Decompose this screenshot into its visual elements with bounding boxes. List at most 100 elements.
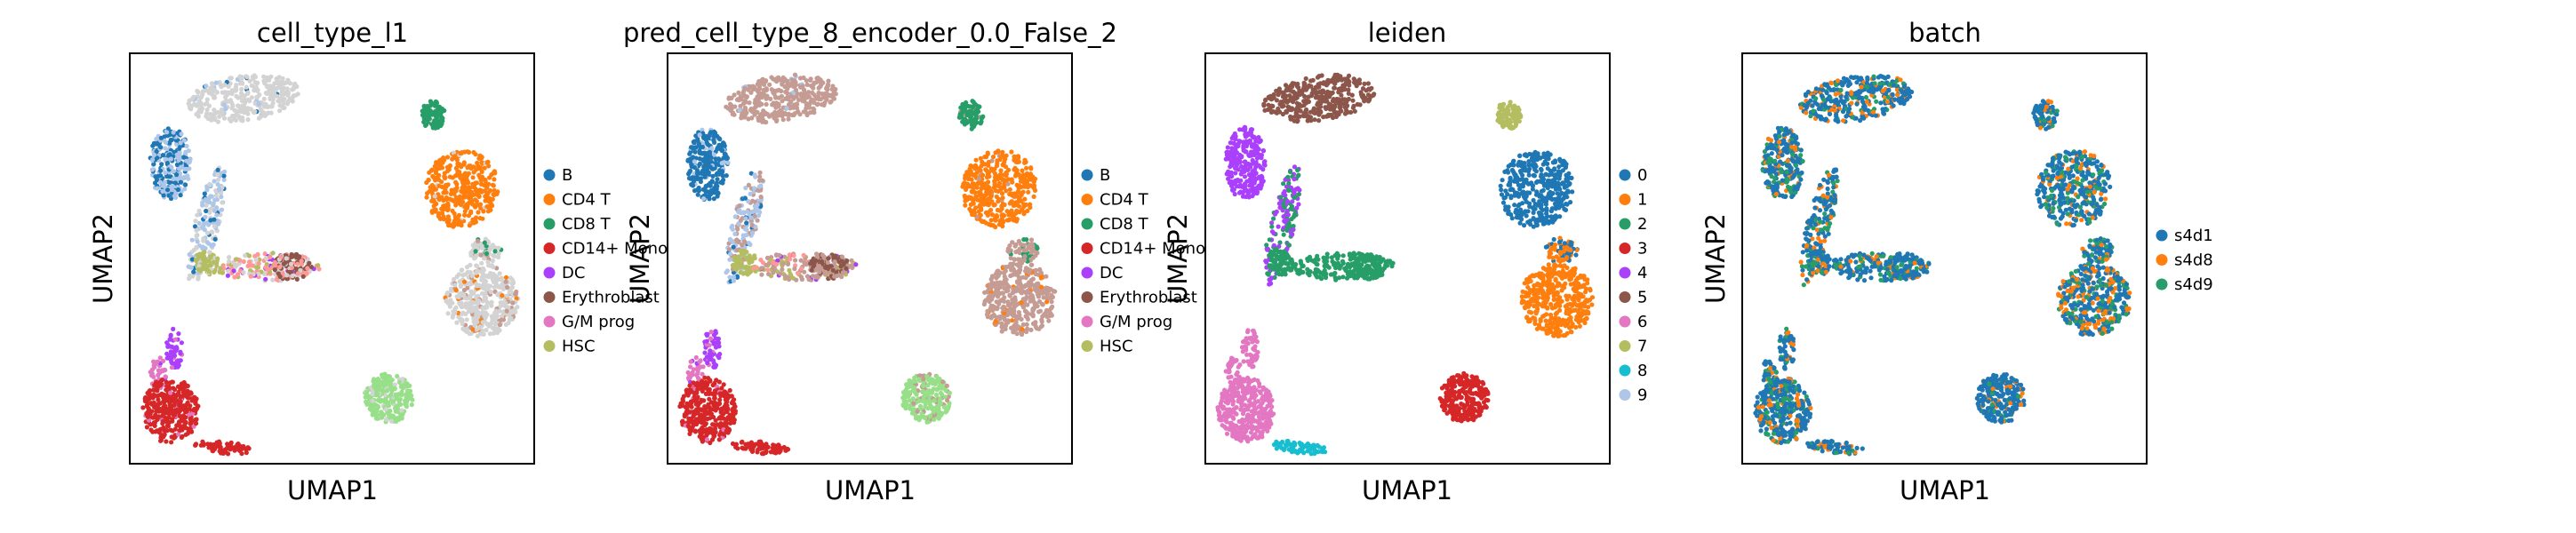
scatter-point — [987, 191, 993, 196]
scatter-point — [716, 156, 722, 162]
scatter-point — [978, 155, 983, 161]
scatter-point — [270, 84, 276, 89]
scatter-point — [468, 198, 475, 204]
scatter-point — [822, 93, 828, 99]
scatter-point — [1022, 183, 1028, 188]
scatter-point — [464, 265, 470, 270]
scatter-point — [738, 218, 743, 223]
scatter-point — [169, 164, 174, 170]
scatter-point — [154, 136, 159, 142]
scatter-point — [454, 201, 460, 206]
scatter-point — [294, 255, 300, 260]
scatter-point — [171, 326, 176, 331]
scatter-point — [214, 197, 220, 203]
scatter-point — [215, 182, 220, 187]
scatter-point — [963, 198, 968, 203]
scatter-point — [234, 83, 239, 88]
scatter-point — [702, 350, 708, 355]
scatter-point — [189, 97, 195, 102]
scatter-point — [208, 218, 213, 223]
scatter-point — [759, 272, 764, 277]
scatter-point — [701, 414, 707, 419]
scatter-point — [428, 100, 434, 107]
scatter-point — [679, 403, 684, 409]
scatter-point — [423, 123, 428, 128]
scatter-point — [168, 390, 173, 395]
scatter-point — [486, 205, 492, 211]
scatter-point — [778, 107, 783, 113]
scatter-point — [478, 252, 484, 258]
scatter-point — [692, 139, 697, 144]
scatter-point — [780, 261, 786, 266]
scatter-point — [999, 212, 1004, 218]
scatter-point — [798, 258, 804, 263]
scatter-point — [178, 193, 183, 198]
scatter-point — [433, 187, 438, 192]
scatter-point — [700, 151, 705, 156]
scatter-point — [1022, 196, 1028, 202]
scatter-point — [727, 257, 732, 262]
scatter-point — [375, 416, 380, 421]
scatter-point — [833, 91, 838, 97]
scatter-point — [486, 263, 492, 268]
legend-label: CD8 T — [562, 215, 612, 234]
scatter-point — [267, 87, 272, 92]
scatter-point — [453, 165, 459, 171]
scatter-point — [490, 182, 496, 187]
scatter-point — [717, 397, 723, 402]
scatter-point — [231, 268, 236, 274]
scatter-point — [488, 301, 493, 306]
scatter-point — [252, 80, 258, 85]
scatter-point — [771, 90, 776, 95]
scatter-point — [771, 270, 776, 275]
scatter-point — [475, 160, 480, 166]
scatter-point — [204, 100, 210, 107]
scatter-point — [430, 173, 436, 179]
scatter-point — [157, 179, 163, 185]
scatter-point — [785, 274, 790, 280]
scatter-point — [997, 176, 1003, 181]
scatter-point — [707, 405, 712, 410]
scatter-point — [204, 266, 210, 272]
scatter-point — [442, 171, 447, 176]
scatter-point — [436, 197, 442, 203]
scatter-point — [825, 259, 830, 266]
scatter-point — [728, 107, 733, 113]
scatter-point — [457, 194, 463, 199]
scatter-point — [996, 199, 1001, 204]
scatter-point — [164, 439, 169, 444]
scatter-point — [689, 145, 694, 150]
scatter-point — [220, 90, 226, 95]
scatter-point — [410, 397, 415, 402]
scatter-point — [244, 75, 250, 80]
scatter-point — [705, 331, 710, 337]
scatter-point — [972, 182, 977, 187]
scatter-point — [754, 265, 759, 270]
scatter-point — [476, 309, 481, 314]
scatter-point — [494, 330, 500, 335]
scatter-point — [817, 263, 822, 269]
scatter-point — [780, 117, 786, 123]
scatter-point — [700, 388, 705, 394]
scatter-point — [212, 93, 217, 99]
scatter-point — [515, 305, 520, 310]
scatter-point — [809, 97, 814, 102]
scatter-point — [192, 101, 197, 107]
scatter-point — [482, 294, 487, 300]
legend-marker — [543, 315, 556, 328]
scatter-point — [172, 402, 177, 408]
scatter-point — [992, 216, 998, 221]
scatter-point — [484, 251, 490, 256]
scatter-point — [299, 259, 304, 264]
scatter-point — [441, 198, 446, 203]
scatter-point — [200, 439, 205, 444]
legend-marker — [543, 243, 556, 254]
scatter-point — [436, 177, 442, 182]
scatter-point — [194, 227, 199, 233]
scatter-point — [162, 182, 167, 187]
scatter-point — [832, 274, 837, 279]
scatter-point — [380, 375, 386, 380]
scatter-point — [495, 291, 500, 297]
scatter-point — [986, 210, 991, 215]
scatter-point — [364, 394, 369, 400]
